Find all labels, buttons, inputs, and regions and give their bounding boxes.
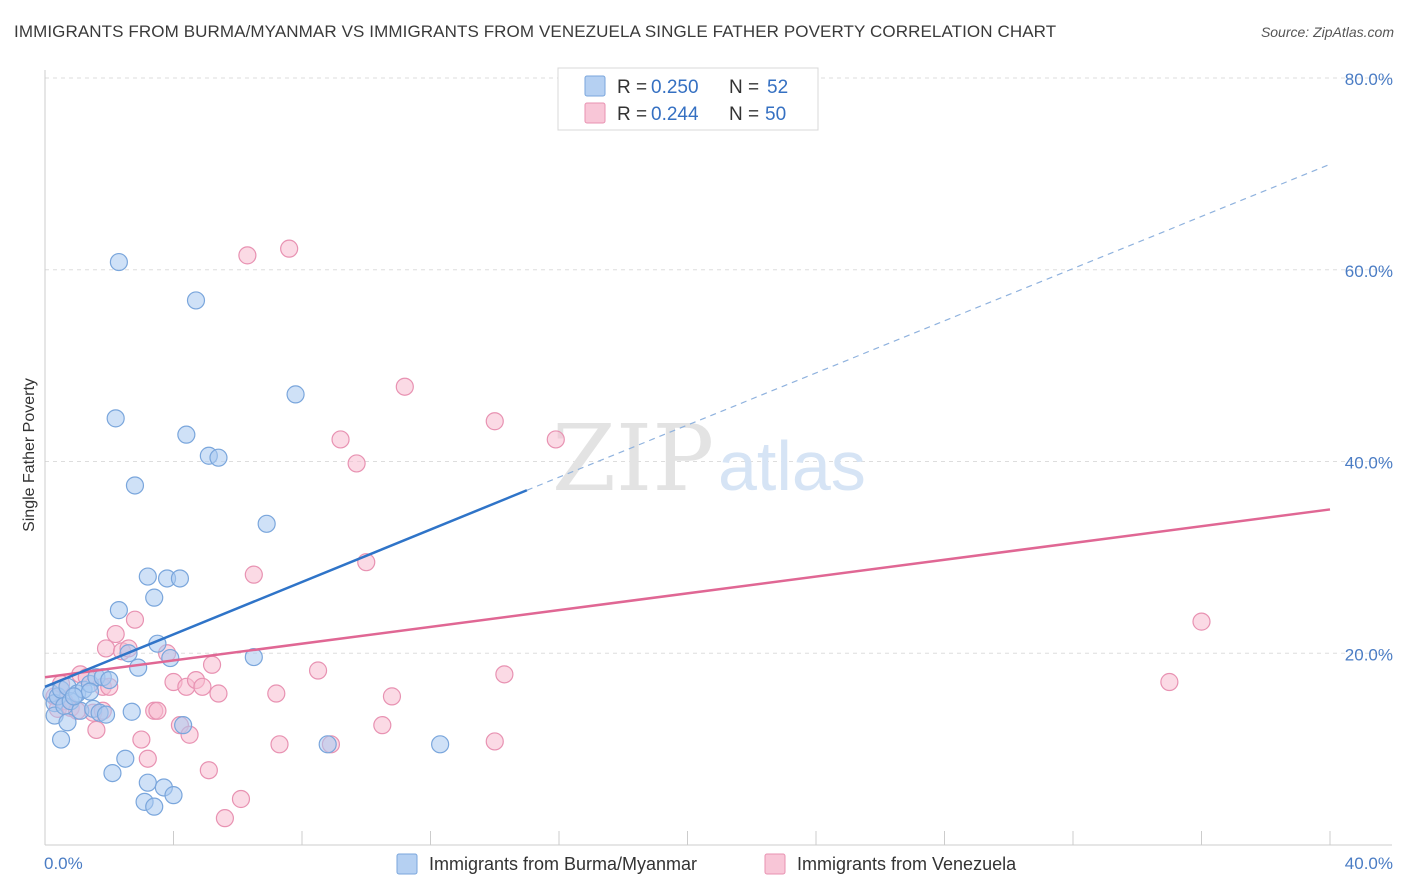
bottom-legend-label-burma: Immigrants from Burma/Myanmar [429, 854, 697, 874]
watermark-zip: ZIP [552, 405, 714, 512]
venezuela-point [125, 610, 145, 629]
venezuela-point [1160, 672, 1179, 692]
legend-r-value-burma: 0.250 [651, 77, 699, 98]
legend-n-label-burma: N = [729, 77, 759, 98]
burma-point [64, 687, 84, 706]
burma-point [116, 749, 135, 768]
legend-n-value-venezuela: 50 [765, 104, 786, 125]
venezuela-point [347, 454, 366, 473]
venezuela-points [45, 239, 1211, 828]
venezuela-point [395, 377, 414, 396]
watermark: ZIP atlas [552, 405, 866, 512]
burma-point [170, 569, 190, 588]
burma-points [42, 252, 450, 816]
y-tick-label: 60.0% [1345, 262, 1393, 281]
venezuela-point [148, 701, 167, 720]
venezuela-point [373, 716, 392, 735]
burma-trend-extension [526, 163, 1331, 491]
bottom-legend: Immigrants from Burma/Myanmar Immigrants… [396, 853, 1017, 875]
burma-point [109, 601, 128, 620]
legend-r-label-burma: R = [617, 77, 647, 98]
y-tick-label: 80.0% [1345, 70, 1393, 89]
burma-point [209, 448, 228, 467]
legend-n-value-burma: 52 [767, 77, 788, 98]
burma-point [100, 670, 119, 690]
axes [44, 70, 1392, 846]
burma-point [186, 291, 206, 310]
y-tick-labels: 20.0% 40.0% 60.0% 80.0% [1345, 70, 1393, 664]
venezuela-point [485, 732, 504, 751]
burma-point [318, 735, 337, 754]
trend-lines [44, 163, 1331, 688]
venezuela-point [280, 239, 299, 258]
venezuela-point [138, 749, 157, 768]
burma-point [51, 730, 71, 749]
legend-n-label-venezuela: N = [729, 104, 759, 125]
burma-point [164, 786, 183, 805]
burma-point [145, 588, 164, 607]
burma-point [161, 648, 180, 668]
x-tick-label: 0.0% [44, 854, 83, 873]
venezuela-point [382, 687, 402, 706]
bottom-legend-swatch-burma [396, 853, 418, 875]
bottom-legend-label-venezuela: Immigrants from Venezuela [797, 854, 1017, 874]
burma-point [257, 514, 276, 533]
watermark-atlas: atlas [718, 427, 866, 505]
burma-point [109, 252, 128, 272]
grid-lines [45, 77, 1392, 654]
burma-point [96, 705, 116, 724]
venezuela-point [308, 661, 328, 680]
venezuela-point [193, 677, 212, 696]
x-tick-labels: 0.0% 40.0% [44, 854, 1393, 873]
burma-point [431, 735, 450, 754]
burma-point [129, 658, 148, 677]
venezuela-point [199, 761, 218, 780]
venezuela-point [106, 624, 125, 644]
burma-point [122, 702, 141, 721]
x-tick-label: 40.0% [1345, 854, 1393, 873]
burma-point [286, 385, 305, 404]
venezuela-point [485, 412, 504, 431]
venezuela-point [546, 430, 565, 449]
venezuela-point [215, 809, 234, 828]
y-tick-label: 20.0% [1345, 645, 1393, 664]
top-legend: R = 0.250 N = 52 R = 0.244 N = 50 [557, 67, 819, 131]
venezuela-point [96, 639, 116, 658]
legend-r-label-venezuela: R = [617, 104, 647, 125]
chart-title: IMMIGRANTS FROM BURMA/MYANMAR VS IMMIGRA… [14, 22, 1057, 41]
venezuela-point [238, 246, 257, 265]
legend-swatch-burma [584, 75, 606, 97]
venezuela-point [202, 655, 222, 674]
burma-point [103, 763, 122, 783]
burma-point [80, 682, 100, 701]
venezuela-point [495, 665, 514, 684]
y-axis-label: Single Father Poverty [21, 378, 38, 532]
venezuela-point [132, 730, 151, 749]
venezuela-point [270, 735, 289, 754]
burma-point [58, 713, 77, 732]
burma-point [244, 647, 263, 667]
y-tick-label: 40.0% [1345, 454, 1393, 473]
venezuela-point [244, 565, 263, 584]
burma-trend-line [44, 489, 528, 688]
burma-point [125, 476, 145, 495]
venezuela-point [209, 684, 228, 703]
venezuela-point [267, 684, 286, 703]
burma-point [138, 567, 157, 586]
bottom-legend-swatch-venezuela [764, 853, 786, 875]
source-credit: Source: ZipAtlas.com [1260, 24, 1394, 40]
burma-point [138, 773, 157, 792]
venezuela-point [87, 720, 106, 740]
burma-point [177, 425, 196, 444]
venezuela-point [231, 789, 251, 809]
venezuela-point [1192, 612, 1211, 631]
burma-point [145, 797, 164, 816]
burma-point [174, 716, 193, 735]
venezuela-trend-line [44, 508, 1331, 679]
legend-r-value-venezuela: 0.244 [651, 104, 699, 125]
burma-point [106, 409, 125, 428]
venezuela-point [331, 430, 350, 449]
legend-swatch-venezuela [584, 102, 606, 124]
